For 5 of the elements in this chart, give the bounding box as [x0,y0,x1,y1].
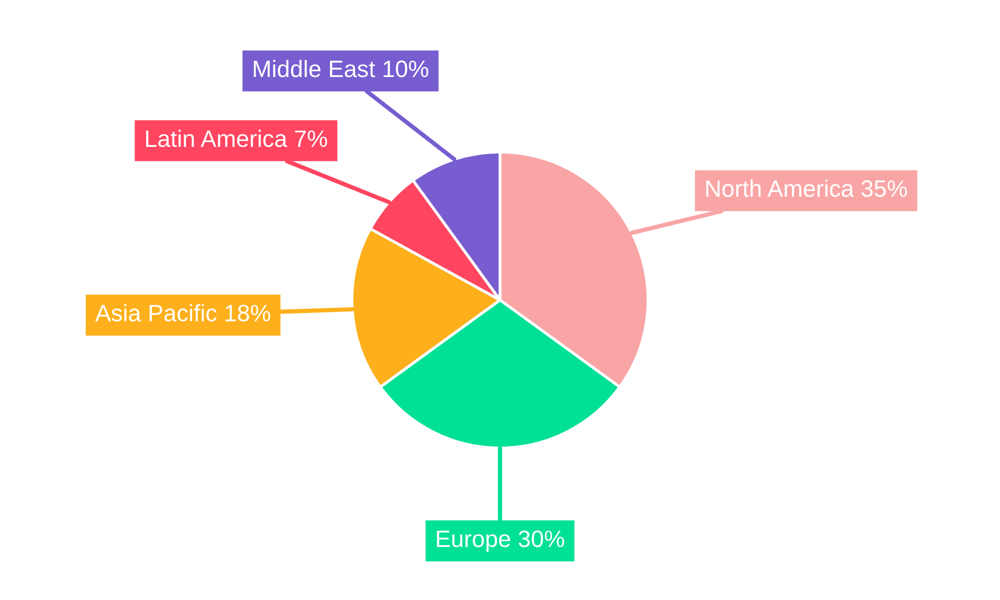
slice-label: Europe 30% [436,530,564,552]
slice-label: Asia Pacific 18% [95,304,270,322]
slice-label: Latin America 7% [146,130,328,148]
slice-label: Middle East 10% [254,60,428,78]
slice-label: North America 35% [706,180,907,197]
